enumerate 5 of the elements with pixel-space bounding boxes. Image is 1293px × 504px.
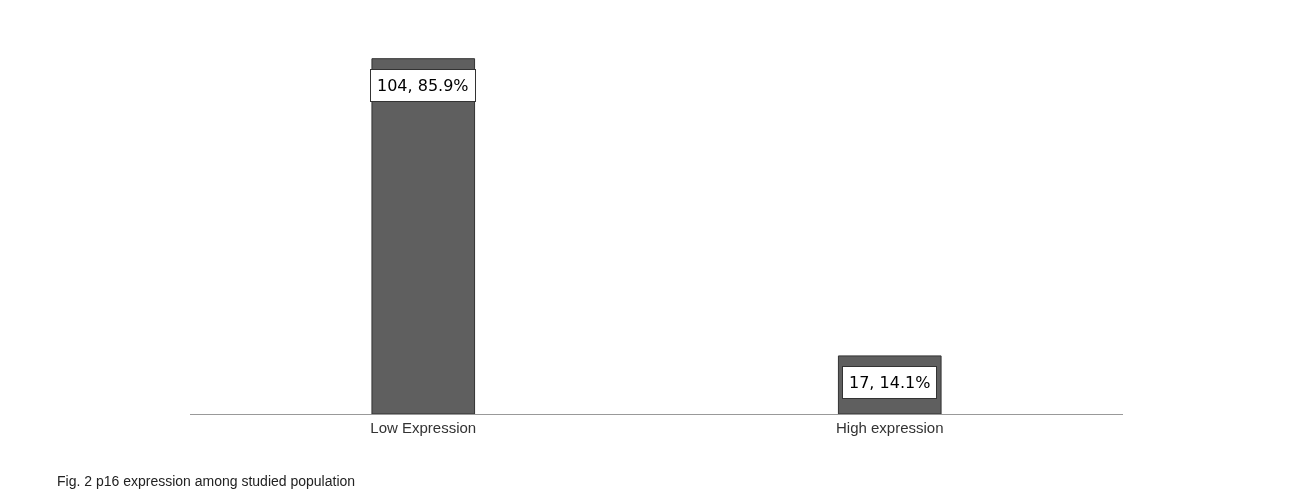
caption: Fig. 2 p16 expression among studied population bbox=[57, 473, 356, 489]
data-label: 17, 14.1% bbox=[849, 373, 931, 392]
data-label: 104, 85.9% bbox=[377, 76, 469, 95]
x-tick-label: High expression bbox=[835, 419, 944, 436]
x-tick-label: Low Expression bbox=[370, 419, 477, 436]
